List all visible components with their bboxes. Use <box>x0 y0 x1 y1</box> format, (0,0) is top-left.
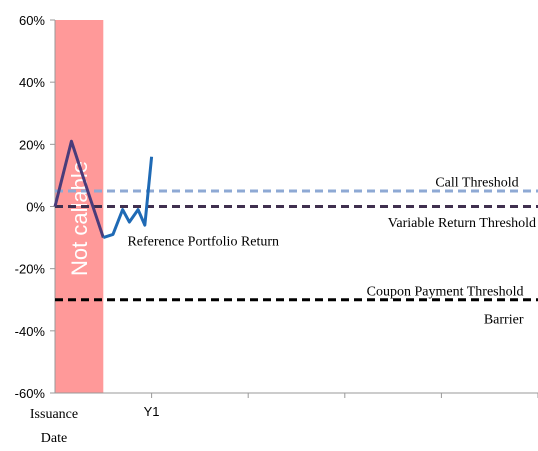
series-layer <box>53 139 154 240</box>
y-tick-label: 60% <box>19 13 45 28</box>
y-tick-label: 40% <box>19 75 45 90</box>
annotation-label: Call Threshold <box>435 176 518 191</box>
y-tick-label: -40% <box>15 324 46 339</box>
y-tick-label: -20% <box>15 262 46 277</box>
annotation-label: Reference Portfolio Return <box>127 235 279 250</box>
y-tick-label: 0% <box>26 200 45 215</box>
x-tick-label: Date <box>41 431 67 446</box>
axis-layer: 60% 40% 20% 0% -20% -40% -60% Issuance Date Y1 <box>15 13 538 446</box>
threshold-layer <box>55 189 538 302</box>
series-line-inside-band <box>53 139 105 239</box>
x-tick-label: Issuance <box>30 407 78 422</box>
x-tick-label: Y1 <box>144 404 160 419</box>
annotation-label: Variable Return Threshold <box>388 216 536 231</box>
y-tick-label: 20% <box>19 137 45 152</box>
y-tick-label: -60% <box>15 386 46 401</box>
label-layer: Call Threshold Variable Return Threshold R… <box>127 176 536 328</box>
not-callable-label: Not callable <box>67 161 92 276</box>
series-line <box>102 156 154 240</box>
annotation-label: Barrier <box>484 312 524 327</box>
annotation-label: Coupon Payment Threshold <box>367 284 524 299</box>
